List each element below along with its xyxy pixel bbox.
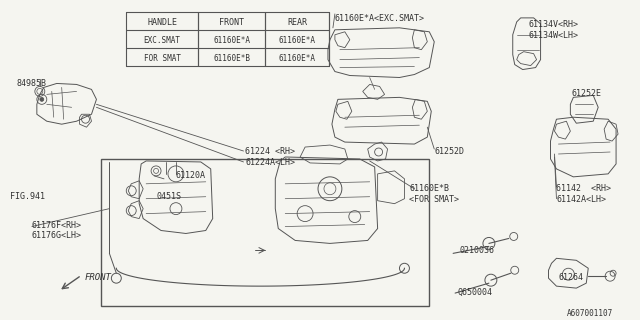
Bar — [101, 159, 429, 306]
Text: 61160E*A: 61160E*A — [213, 36, 250, 45]
Text: 61160E*A: 61160E*A — [278, 54, 316, 63]
Text: HANDLE: HANDLE — [147, 18, 177, 27]
Text: 61134V<RH>: 61134V<RH> — [529, 20, 579, 29]
Text: 84985B: 84985B — [17, 79, 47, 89]
Text: 61224A<LH>: 61224A<LH> — [246, 158, 296, 167]
Text: 61160E*B: 61160E*B — [213, 54, 250, 63]
Text: 61252E: 61252E — [572, 89, 602, 99]
Text: 61176F<RH>: 61176F<RH> — [32, 220, 82, 229]
Text: 61224 <RH>: 61224 <RH> — [246, 147, 296, 156]
Circle shape — [40, 97, 44, 101]
Text: EXC.SMAT: EXC.SMAT — [143, 36, 180, 45]
Text: A607001107: A607001107 — [566, 309, 612, 318]
Text: REAR: REAR — [287, 18, 307, 27]
Text: 61160E*A: 61160E*A — [278, 36, 316, 45]
Text: 61252D: 61252D — [435, 147, 464, 156]
Text: 61176G<LH>: 61176G<LH> — [32, 231, 82, 241]
Text: 61160E*A<EXC.SMAT>: 61160E*A<EXC.SMAT> — [335, 14, 425, 23]
Text: 61120A: 61120A — [176, 171, 206, 180]
Text: 0451S: 0451S — [156, 192, 181, 201]
Text: FRONT: FRONT — [84, 273, 111, 282]
Text: 61142A<LH>: 61142A<LH> — [556, 195, 607, 204]
Text: <FOR SMAT>: <FOR SMAT> — [410, 195, 460, 204]
Text: FIG.941: FIG.941 — [10, 192, 45, 201]
Text: 0210036: 0210036 — [459, 246, 494, 255]
Text: 61142  <RH>: 61142 <RH> — [556, 184, 611, 193]
Text: 61264: 61264 — [559, 273, 584, 282]
Text: Q650004: Q650004 — [457, 288, 492, 297]
Text: 61160E*B: 61160E*B — [410, 184, 449, 193]
Text: FRONT: FRONT — [219, 18, 244, 27]
Text: 61134W<LH>: 61134W<LH> — [529, 31, 579, 40]
Text: FOR SMAT: FOR SMAT — [143, 54, 180, 63]
